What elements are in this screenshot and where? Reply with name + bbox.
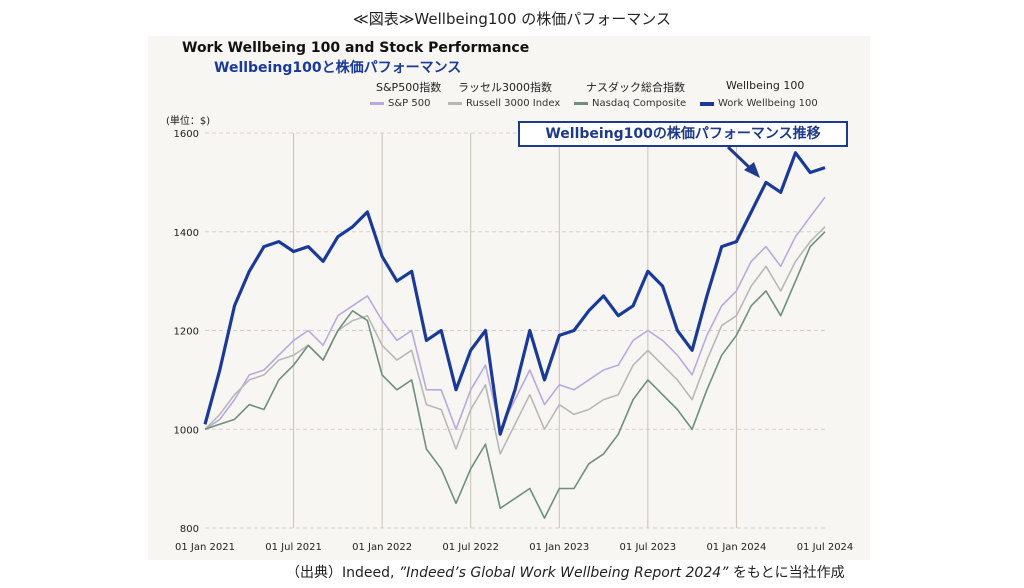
callout-box: Wellbeing100の株価パフォーマンス推移 — [518, 121, 848, 147]
series-line-sp500 — [204, 196, 826, 431]
legend-label-nasdaq: Nasdaq Composite — [592, 98, 687, 109]
legend-label-russell: Russell 3000 Index — [466, 98, 561, 109]
callout-arrow-head — [744, 162, 760, 178]
series-line-wellbeing — [203, 151, 826, 436]
legend-swatch-sp500 — [370, 102, 384, 105]
source-suffix: をもとに当社作成 — [732, 565, 845, 581]
x-tick-label: 01 Jan 2021 — [175, 542, 235, 553]
figure-title: ≪図表≫Wellbeing100 の株価パフォーマンス — [353, 10, 671, 28]
legend-jp-sp500: S&P500指数 — [376, 81, 442, 94]
legend-item-russell: Russell 3000 Index — [448, 98, 560, 109]
x-tick-label: 01 Jul 2023 — [620, 542, 677, 553]
legend-jp-russell: ラッセル3000指数 — [458, 81, 552, 94]
legend-label-sp500: S&P 500 — [388, 98, 431, 109]
y-tick-label: 1000 — [174, 425, 199, 436]
y-tick-label: 1600 — [174, 129, 199, 140]
legend-item-wellbeing: Work Wellbeing 100 — [700, 98, 818, 109]
x-tick-label: 01 Jan 2022 — [352, 542, 412, 553]
legend-swatch-russell — [448, 102, 462, 105]
x-tick-label: 01 Jan 2024 — [706, 542, 766, 553]
x-tick-label: 01 Jul 2021 — [265, 542, 322, 553]
legend-label-wellbeing: Work Wellbeing 100 — [718, 98, 818, 109]
legend-item-nasdaq: Nasdaq Composite — [574, 98, 686, 109]
y-tick-label: 800 — [180, 524, 199, 535]
legend-jp-wellbeing: Wellbeing 100 — [726, 79, 805, 92]
chart-subtitle: Wellbeing100と株価パフォーマンス — [214, 60, 462, 76]
y-tick-label: 1400 — [174, 228, 199, 239]
chart-title: Work Wellbeing 100 and Stock Performance — [182, 40, 530, 56]
y-tick-label: 1200 — [174, 327, 199, 338]
callout-arrow-shaft — [726, 145, 754, 172]
y-axis-unit: (単位：$) — [166, 116, 211, 127]
source-note: （出典）Indeed, ”Indeed’s Global Work Wellbe… — [286, 562, 845, 582]
legend-swatch-wellbeing — [700, 101, 714, 106]
source-prefix: （出典）Indeed, — [286, 565, 395, 581]
legend-item-sp500: S&P 500 — [370, 98, 430, 109]
x-tick-label: 01 Jul 2022 — [442, 542, 499, 553]
legend-swatch-nasdaq — [574, 102, 588, 105]
x-tick-label: 01 Jul 2024 — [797, 542, 854, 553]
series-line-nasdaq — [204, 231, 826, 519]
x-tick-label: 01 Jan 2023 — [529, 542, 589, 553]
source-report-title: ”Indeed’s Global Work Wellbeing Report 2… — [398, 565, 729, 581]
legend-jp-nasdaq: ナスダック総合指数 — [586, 81, 685, 94]
